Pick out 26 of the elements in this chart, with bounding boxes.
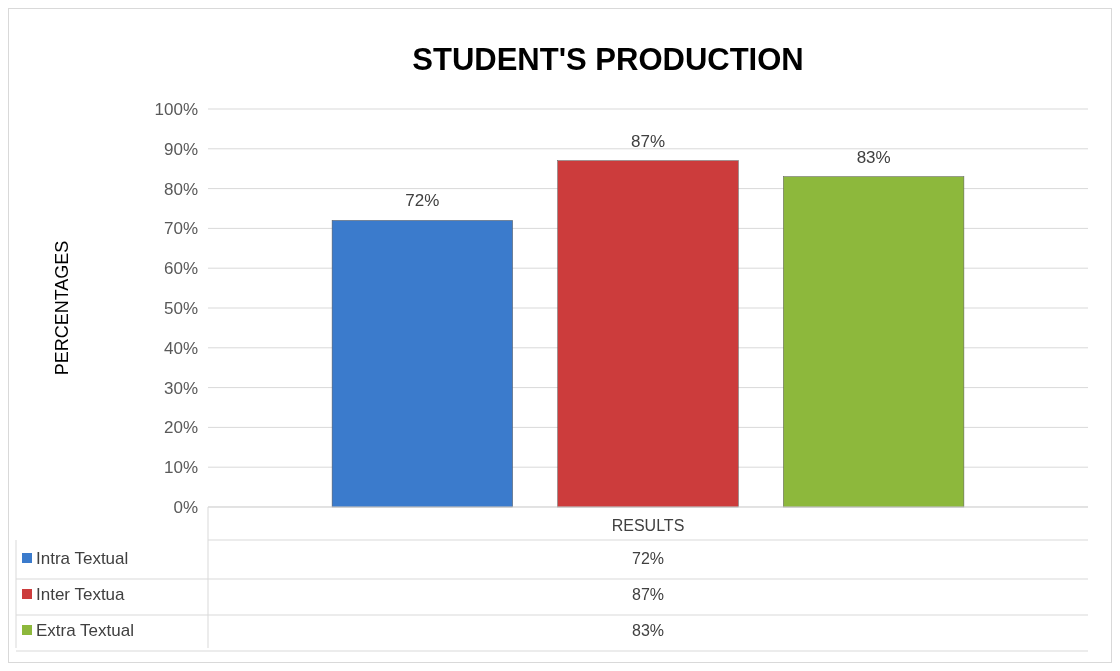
data-label: 83% (856, 147, 891, 167)
y-tick-label: 90% (163, 139, 198, 159)
y-tick-label: 60% (163, 259, 198, 279)
text: 83% (631, 621, 665, 639)
y-tick-label: 30% (163, 378, 198, 398)
bar (557, 160, 739, 508)
text: 72% (631, 549, 665, 567)
bar (783, 176, 965, 508)
legend-label: Extra Textual (36, 620, 134, 640)
y-tick-label: 20% (163, 418, 198, 438)
chart-title: STUDENT'S PRODUCTION (412, 42, 804, 77)
y-axis-title: PERCENTAGES (52, 240, 72, 376)
text: 87% (631, 585, 665, 603)
legend-label: Inter Textua (36, 584, 126, 604)
y-tick-label: 0% (173, 497, 198, 517)
y-tick-label: 70% (163, 219, 198, 239)
y-tick-label: 10% (163, 458, 198, 478)
data-label: 87% (630, 131, 666, 151)
y-tick-label: 100% (154, 99, 198, 119)
bar (331, 220, 513, 508)
data-label: 72% (405, 191, 440, 211)
y-tick-label: 80% (163, 179, 198, 199)
legend-label: Intra Textual (36, 548, 129, 568)
y-tick-label: 40% (163, 338, 198, 358)
y-tick-label: 50% (163, 298, 198, 318)
x-tick-label: RESULTS (611, 516, 685, 534)
